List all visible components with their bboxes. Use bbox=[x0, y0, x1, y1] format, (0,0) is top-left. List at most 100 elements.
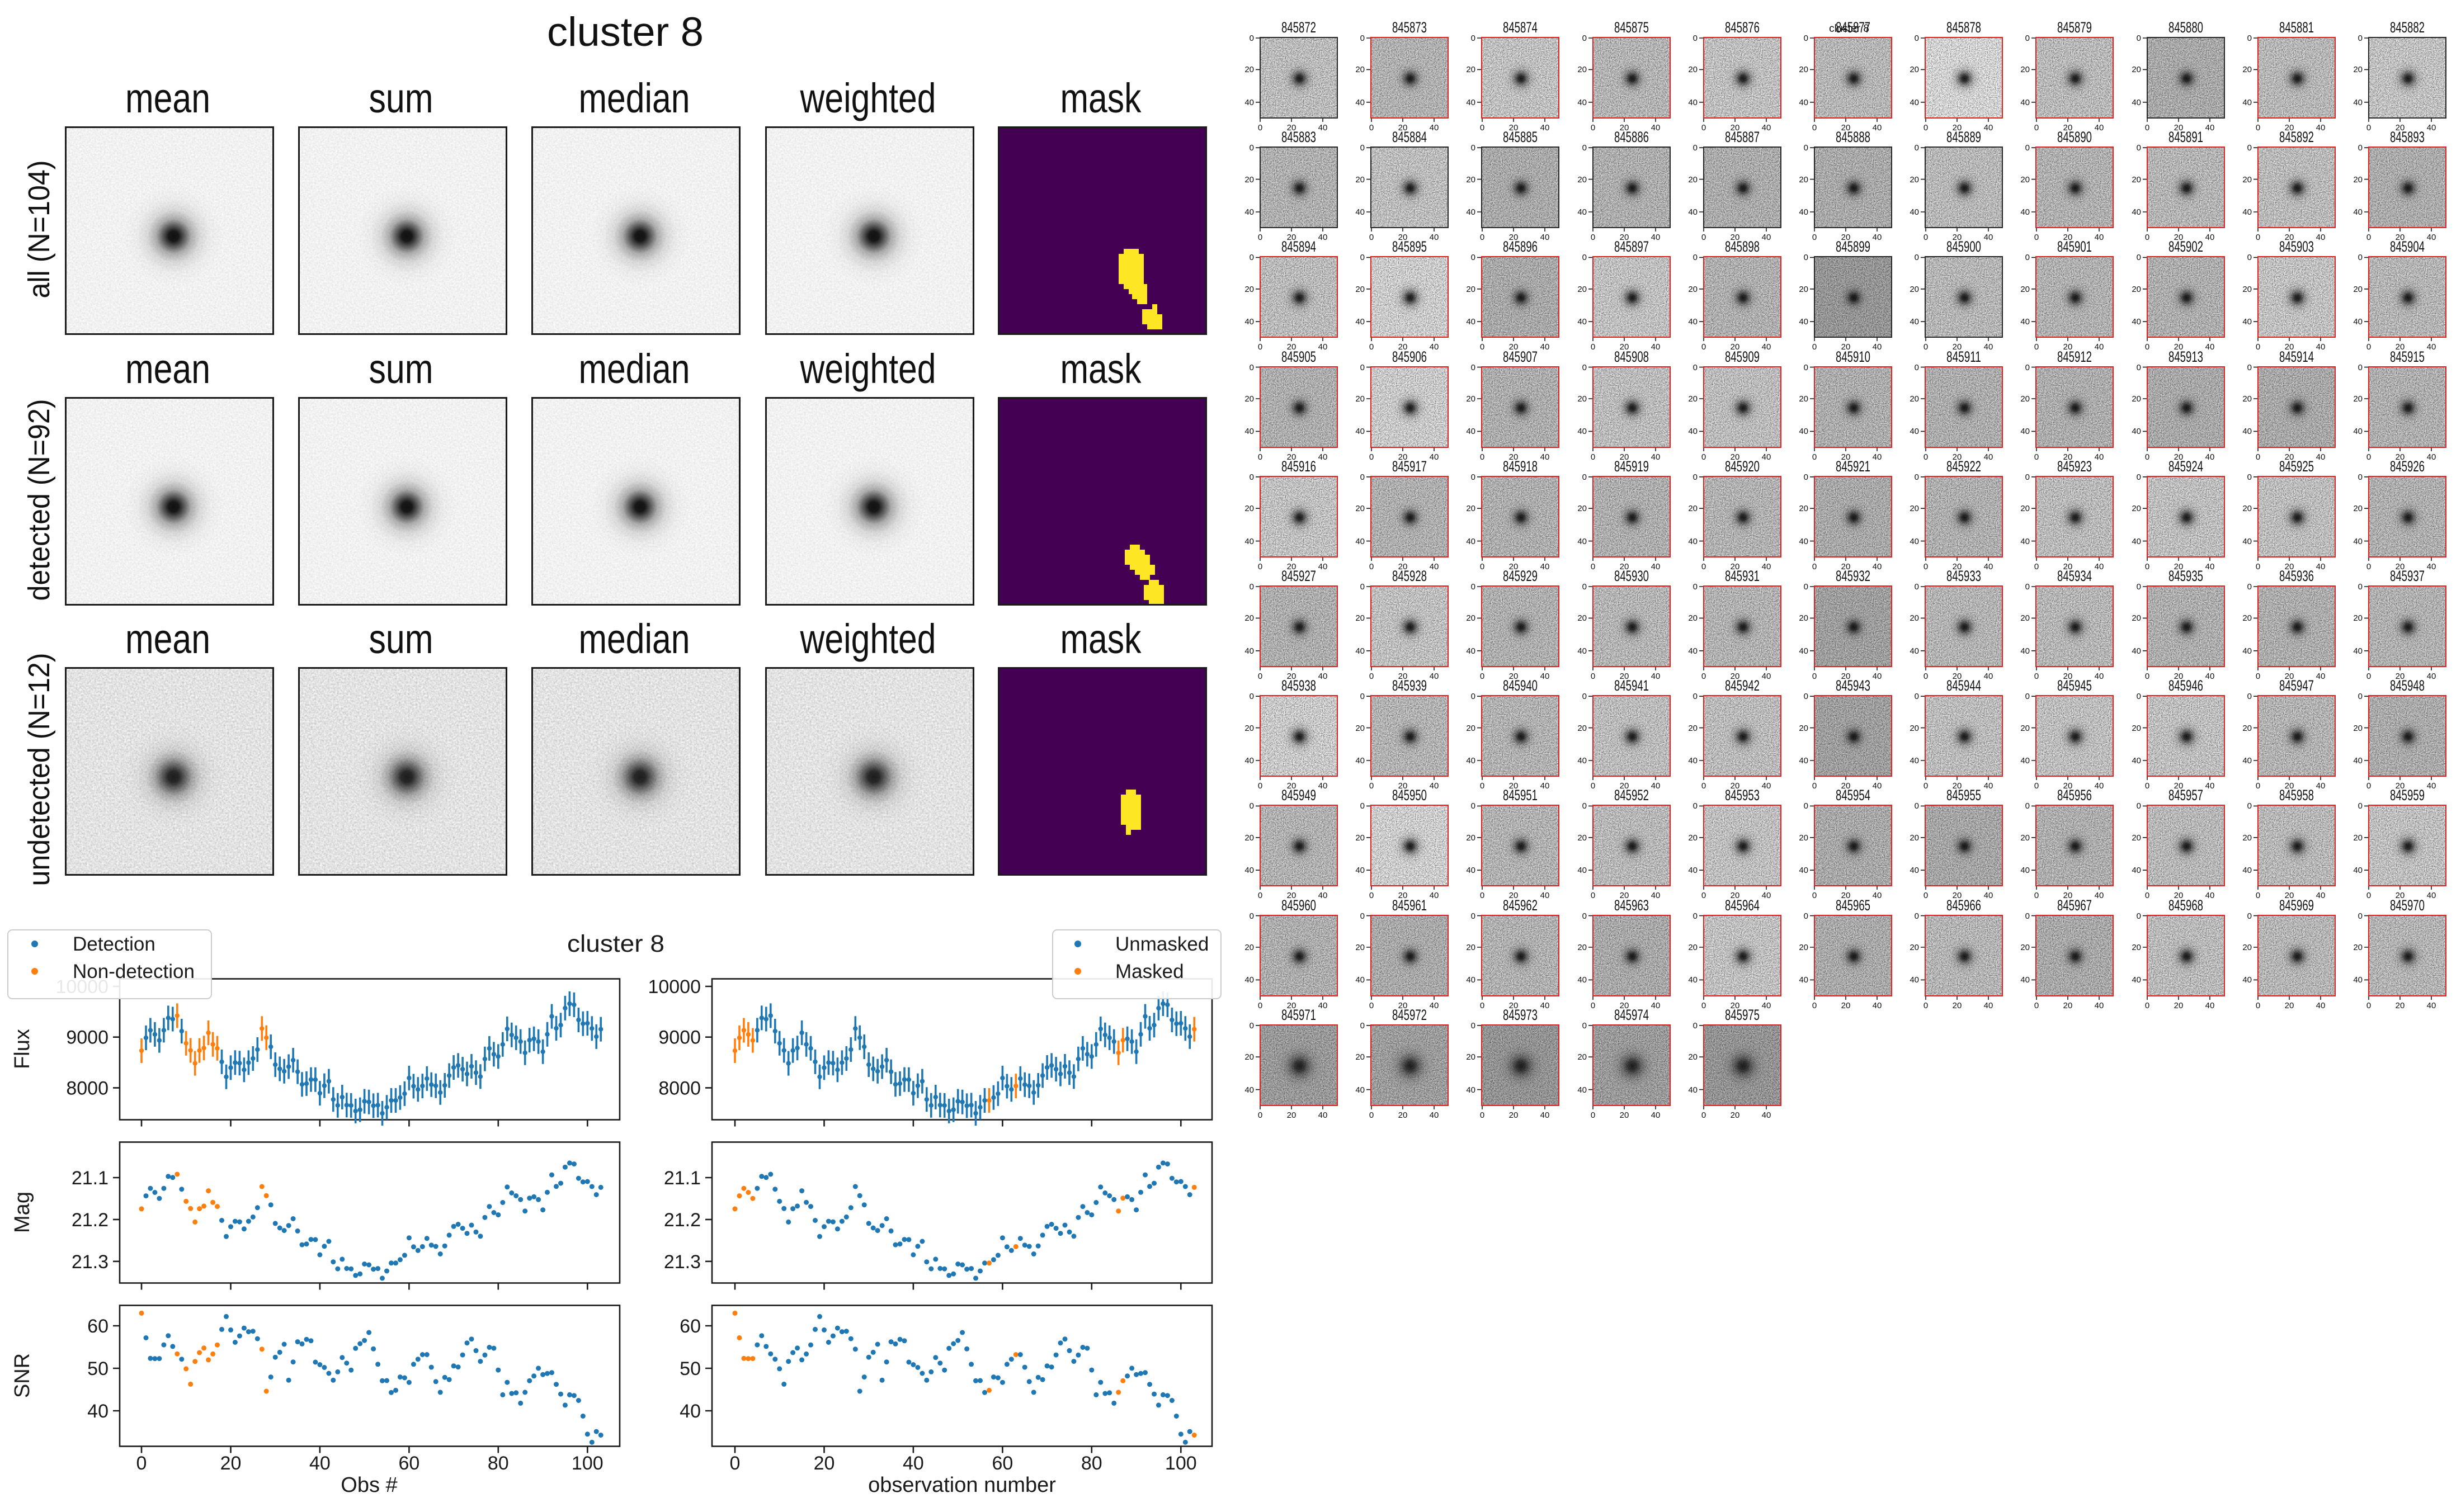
svg-text:20: 20 bbox=[1953, 891, 1962, 900]
svg-text:0: 0 bbox=[1812, 123, 1817, 133]
svg-text:0: 0 bbox=[1804, 363, 1808, 372]
svg-text:40: 40 bbox=[1910, 98, 1919, 107]
svg-text:0: 0 bbox=[2137, 472, 2141, 482]
svg-text:20: 20 bbox=[1577, 833, 1587, 843]
svg-text:0: 0 bbox=[1369, 123, 1374, 133]
svg-text:40: 40 bbox=[2242, 646, 2252, 656]
svg-text:20: 20 bbox=[1466, 285, 1475, 294]
svg-text:845875: 845875 bbox=[1614, 19, 1649, 36]
svg-text:20: 20 bbox=[1287, 672, 1296, 681]
svg-text:20: 20 bbox=[1244, 943, 1254, 952]
svg-text:40: 40 bbox=[1430, 562, 1439, 571]
svg-text:mask: mask bbox=[1060, 75, 1142, 121]
svg-text:40: 40 bbox=[2353, 207, 2363, 217]
svg-text:0: 0 bbox=[2256, 342, 2260, 352]
svg-text:0: 0 bbox=[2137, 911, 2141, 921]
svg-text:40: 40 bbox=[1540, 1111, 1550, 1120]
svg-text:20: 20 bbox=[2396, 342, 2405, 352]
svg-text:20: 20 bbox=[1355, 724, 1365, 733]
svg-text:20: 20 bbox=[2063, 562, 2073, 571]
svg-text:40: 40 bbox=[1355, 207, 1365, 217]
svg-text:0: 0 bbox=[1591, 342, 1595, 352]
svg-text:845959: 845959 bbox=[2390, 787, 2425, 804]
svg-text:0: 0 bbox=[2256, 562, 2260, 571]
svg-text:40: 40 bbox=[1540, 233, 1550, 242]
svg-text:0: 0 bbox=[1804, 253, 1808, 262]
svg-text:845914: 845914 bbox=[2279, 348, 2314, 365]
svg-text:mask: mask bbox=[1060, 346, 1142, 392]
svg-text:845906: 845906 bbox=[1392, 348, 1427, 365]
svg-text:40: 40 bbox=[1430, 342, 1439, 352]
svg-text:20: 20 bbox=[2174, 123, 2184, 133]
svg-text:845884: 845884 bbox=[1392, 129, 1427, 145]
svg-text:40: 40 bbox=[1873, 891, 1882, 900]
svg-text:20: 20 bbox=[2285, 672, 2294, 681]
svg-text:40: 40 bbox=[2020, 866, 2030, 875]
svg-text:845901: 845901 bbox=[2057, 238, 2092, 255]
svg-text:0: 0 bbox=[2256, 781, 2260, 791]
svg-text:20: 20 bbox=[1355, 1052, 1365, 1062]
svg-text:0: 0 bbox=[1582, 363, 1587, 372]
svg-text:845937: 845937 bbox=[2390, 568, 2425, 584]
svg-text:0: 0 bbox=[1471, 692, 1475, 701]
svg-text:20: 20 bbox=[1688, 65, 1698, 74]
svg-text:20: 20 bbox=[2174, 342, 2184, 352]
svg-text:0: 0 bbox=[2256, 123, 2260, 133]
svg-text:40: 40 bbox=[2132, 646, 2141, 656]
svg-text:20: 20 bbox=[1466, 175, 1475, 185]
svg-text:40: 40 bbox=[1799, 756, 1808, 766]
svg-text:40: 40 bbox=[1466, 98, 1475, 107]
svg-text:845971: 845971 bbox=[1281, 1007, 1316, 1023]
svg-text:0: 0 bbox=[2247, 801, 2252, 811]
svg-text:20: 20 bbox=[1398, 781, 1408, 791]
svg-text:40: 40 bbox=[2205, 342, 2215, 352]
svg-text:20: 20 bbox=[2063, 452, 2073, 462]
svg-text:40: 40 bbox=[2020, 317, 2030, 327]
svg-text:weighted: weighted bbox=[800, 75, 936, 121]
svg-text:845935: 845935 bbox=[2168, 568, 2203, 584]
svg-text:40: 40 bbox=[1244, 207, 1254, 217]
svg-text:20: 20 bbox=[2242, 394, 2252, 404]
svg-text:40: 40 bbox=[1651, 342, 1661, 352]
svg-text:845967: 845967 bbox=[2057, 897, 2092, 914]
svg-text:845873: 845873 bbox=[1392, 19, 1427, 36]
svg-text:20: 20 bbox=[1509, 123, 1519, 133]
svg-text:0: 0 bbox=[1923, 781, 1928, 791]
svg-text:845970: 845970 bbox=[2390, 897, 2425, 914]
svg-text:845961: 845961 bbox=[1392, 897, 1427, 914]
svg-text:0: 0 bbox=[1250, 911, 1254, 921]
svg-text:845941: 845941 bbox=[1614, 677, 1649, 694]
svg-text:0: 0 bbox=[1923, 672, 1928, 681]
svg-text:0: 0 bbox=[1804, 582, 1808, 592]
svg-text:21.2: 21.2 bbox=[72, 1209, 109, 1231]
svg-text:40: 40 bbox=[1466, 537, 1475, 546]
svg-text:20: 20 bbox=[1398, 562, 1408, 571]
svg-text:845886: 845886 bbox=[1614, 129, 1649, 145]
svg-text:Masked: Masked bbox=[1115, 961, 1184, 982]
svg-text:845955: 845955 bbox=[1946, 787, 1981, 804]
svg-text:20: 20 bbox=[2132, 504, 2141, 513]
svg-text:0: 0 bbox=[1591, 233, 1595, 242]
svg-text:40: 40 bbox=[1318, 781, 1328, 791]
svg-text:0: 0 bbox=[1701, 781, 1706, 791]
svg-text:40: 40 bbox=[1540, 452, 1550, 462]
svg-text:Non-detection: Non-detection bbox=[73, 961, 195, 982]
svg-text:0: 0 bbox=[1480, 123, 1484, 133]
svg-text:20: 20 bbox=[814, 1453, 835, 1474]
svg-text:20: 20 bbox=[1355, 833, 1365, 843]
svg-text:0: 0 bbox=[1471, 253, 1475, 262]
svg-text:0: 0 bbox=[1360, 472, 1365, 482]
svg-text:40: 40 bbox=[1651, 233, 1661, 242]
svg-text:20: 20 bbox=[1688, 504, 1698, 513]
svg-text:0: 0 bbox=[1258, 781, 1262, 791]
svg-text:20: 20 bbox=[2396, 562, 2405, 571]
svg-text:845874: 845874 bbox=[1503, 19, 1538, 36]
svg-text:0: 0 bbox=[1693, 143, 1698, 153]
svg-text:0: 0 bbox=[1804, 472, 1808, 482]
svg-text:40: 40 bbox=[2427, 891, 2436, 900]
svg-text:40: 40 bbox=[2353, 537, 2363, 546]
svg-text:40: 40 bbox=[2132, 98, 2141, 107]
svg-text:20: 20 bbox=[2242, 65, 2252, 74]
svg-text:20: 20 bbox=[2353, 175, 2363, 185]
svg-text:845940: 845940 bbox=[1503, 677, 1538, 694]
